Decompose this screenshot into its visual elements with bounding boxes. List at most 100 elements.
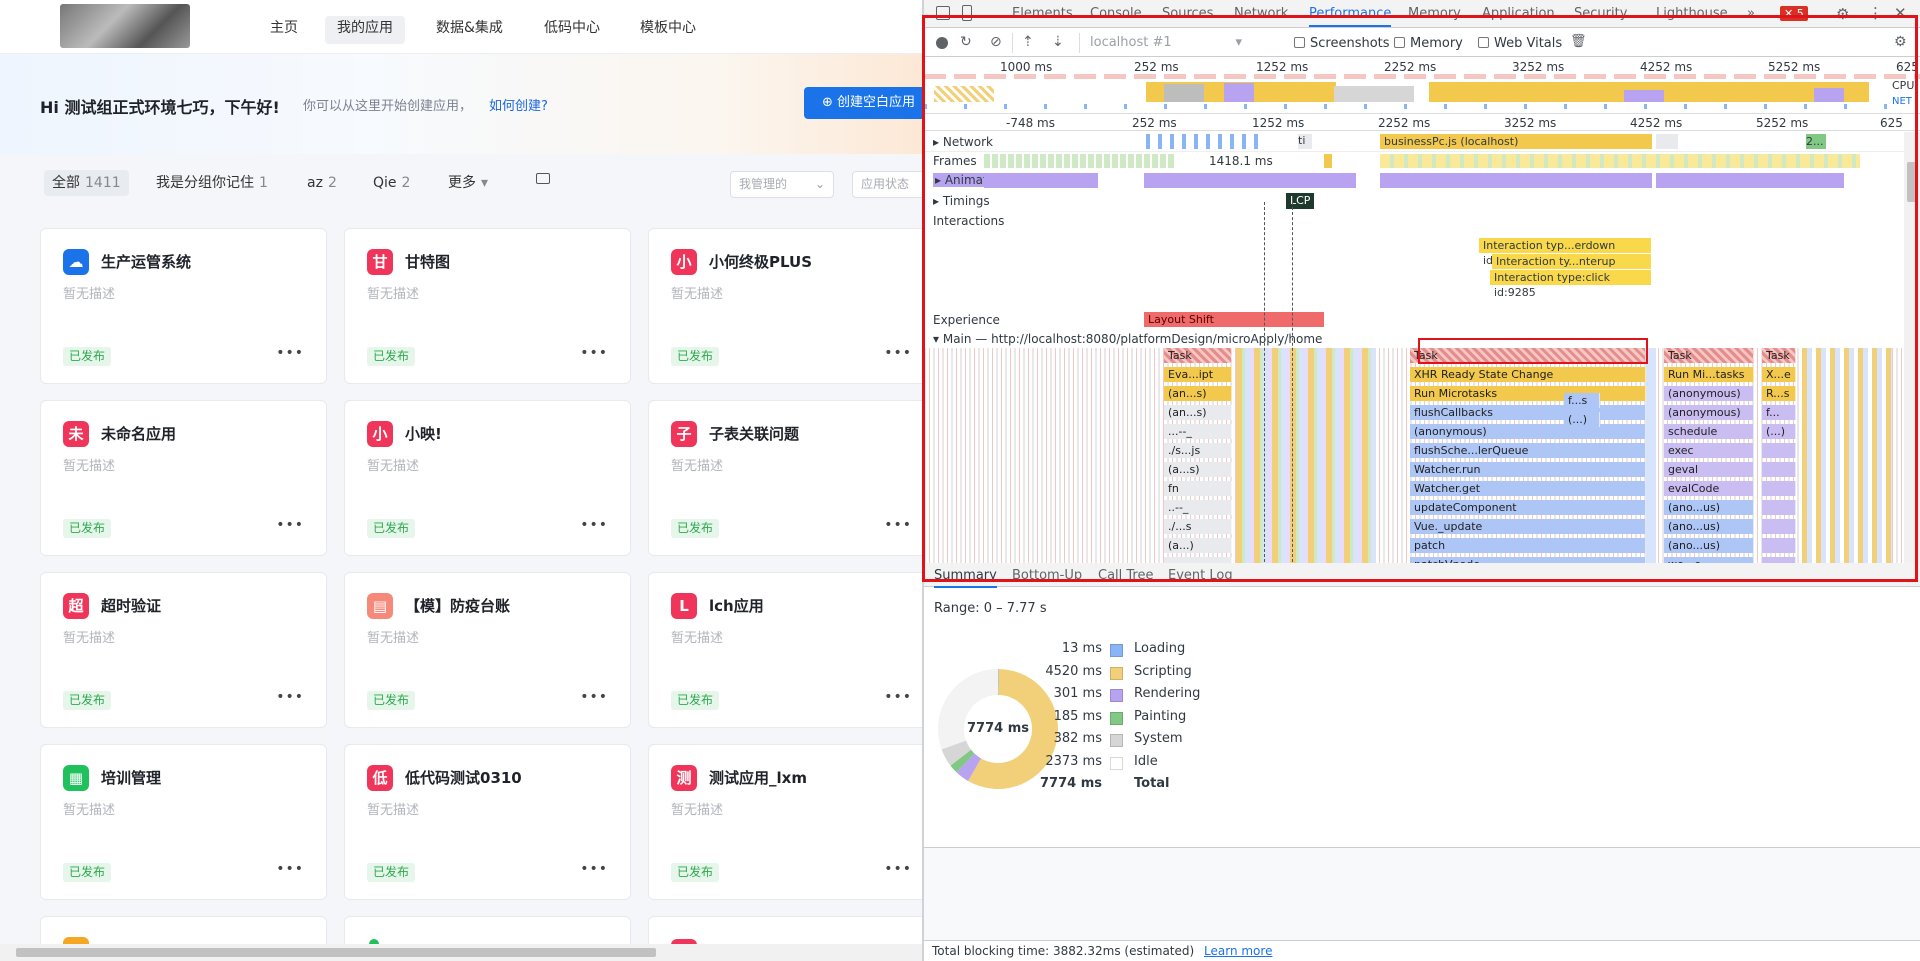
tab-application[interactable]: Application xyxy=(1482,6,1555,21)
network-request-businesspc[interactable]: businessPc.js (localhost) xyxy=(1380,134,1652,149)
manage-select[interactable]: 我管理的 ⌄ xyxy=(730,171,834,198)
flame-entry[interactable]: X...e xyxy=(1762,367,1796,382)
flame-entry[interactable] xyxy=(1762,538,1796,553)
flame-entry[interactable]: schedule xyxy=(1664,424,1754,439)
flame-entry[interactable] xyxy=(1762,500,1796,515)
filter-group[interactable]: 我是分组你记住 1 xyxy=(156,175,268,191)
flame-entry[interactable]: ./...s xyxy=(1164,519,1232,534)
more-actions-icon[interactable]: ••• xyxy=(276,689,304,705)
error-badge[interactable]: ✕ 5 xyxy=(1780,6,1808,21)
flame-entry[interactable]: (ano...us) xyxy=(1664,538,1754,553)
app-card[interactable]: ▤ 【模】防疫台账 暂无描述 已发布 ••• xyxy=(344,572,631,728)
network-track[interactable]: ▸ Network ti businessPc.js (localhost) 2… xyxy=(924,132,1904,152)
interactions-track[interactable]: Interactions Interaction typ...erdown id… xyxy=(924,210,1904,310)
close-icon[interactable]: ✕ xyxy=(1894,4,1907,22)
flame-entry[interactable]: Task xyxy=(1762,348,1796,363)
folder-icon[interactable] xyxy=(536,173,550,184)
tab-elements[interactable]: Elements xyxy=(1012,6,1073,21)
screenshots-checkbox[interactable]: Screenshots xyxy=(1294,36,1390,51)
flame-entry[interactable]: Task xyxy=(1164,348,1232,363)
flame-entry[interactable] xyxy=(1762,462,1796,477)
tab-summary[interactable]: Summary xyxy=(934,568,997,588)
flame-entry[interactable]: (an...s) xyxy=(1164,386,1232,401)
app-card[interactable]: 测测试应用_lxm 暂无描述 已发布 ••• xyxy=(648,744,922,900)
app-card[interactable]: 小小映! 暂无描述 已发布 ••• xyxy=(344,400,631,556)
tab-event-log[interactable]: Event Log xyxy=(1168,568,1233,583)
flame-entry[interactable]: fn xyxy=(1164,481,1232,496)
clear-icon[interactable]: ⊘ xyxy=(990,34,1002,50)
frame-duration[interactable]: 1418.1 ms xyxy=(1209,154,1273,168)
tab-console[interactable]: Console xyxy=(1090,6,1142,21)
flame-entry[interactable]: (...) xyxy=(1564,412,1600,427)
capture-settings-icon[interactable]: ⚙ xyxy=(1894,34,1907,50)
network-label[interactable]: ▸ Network xyxy=(933,135,993,149)
filter-az[interactable]: az 2 xyxy=(307,175,337,191)
timings-track[interactable]: ▸ Timings LCP xyxy=(924,190,1904,210)
app-card[interactable]: 小小何终极PLUS 暂无描述 已发布 ••• xyxy=(648,228,922,384)
network-request[interactable]: ti xyxy=(1298,134,1312,149)
nav-template-center[interactable]: 模板中心 xyxy=(640,20,696,36)
more-actions-icon[interactable]: ••• xyxy=(884,517,912,533)
more-actions-icon[interactable]: ••• xyxy=(276,861,304,877)
flame-entry[interactable]: f...s xyxy=(1564,393,1600,408)
more-tabs-icon[interactable]: » xyxy=(1747,6,1755,21)
flame-entry[interactable]: (...) xyxy=(1762,424,1796,439)
more-actions-icon[interactable]: ••• xyxy=(276,345,304,361)
inspect-icon[interactable] xyxy=(936,6,950,20)
target-select[interactable]: localhost #1 ▾ xyxy=(1090,35,1242,50)
network-request[interactable]: 2... xyxy=(1806,134,1826,149)
flame-entry[interactable]: Watcher.get xyxy=(1410,481,1646,496)
timeline-overview[interactable]: 1000 ms 252 ms 1252 ms 2252 ms 3252 ms 4… xyxy=(924,58,1920,114)
gear-icon[interactable]: ⚙ xyxy=(1836,5,1850,23)
flame-entry[interactable]: we...e xyxy=(1664,557,1754,563)
flame-entry[interactable]: R...s xyxy=(1762,386,1796,401)
flame-entry[interactable]: (an...s) xyxy=(1164,405,1232,420)
flame-entry[interactable]: Run Mi...tasks xyxy=(1664,367,1754,382)
app-card[interactable]: 未未命名应用 暂无描述 已发布 ••• xyxy=(40,400,327,556)
flame-entry[interactable]: (a...s) xyxy=(1164,462,1232,477)
flame-entry[interactable]: (a...) xyxy=(1164,538,1232,553)
more-actions-icon[interactable]: ••• xyxy=(884,345,912,361)
flame-entry[interactable]: Eva...ipt xyxy=(1164,367,1232,382)
flame-entry[interactable]: ./s...js xyxy=(1164,443,1232,458)
more-actions-icon[interactable]: ••• xyxy=(884,689,912,705)
device-toolbar-icon[interactable] xyxy=(962,5,972,21)
flame-entry[interactable]: flushSche...lerQueue xyxy=(1410,443,1646,458)
app-card[interactable]: ☁ 生产运管系统 暂无描述 已发布 ••• xyxy=(40,228,327,384)
flame-entry[interactable]: Watcher.run xyxy=(1410,462,1646,477)
record-icon[interactable] xyxy=(936,37,948,49)
app-card[interactable]: 低低代码测试0310 暂无描述 已发布 ••• xyxy=(344,744,631,900)
flame-entry[interactable]: XHR Ready State Change xyxy=(1410,367,1646,382)
more-actions-icon[interactable]: ••• xyxy=(580,345,608,361)
flame-entry[interactable]: (anonymous) xyxy=(1664,386,1754,401)
flame-entry[interactable]: exec xyxy=(1664,443,1754,458)
nav-my-apps[interactable]: 我的应用 xyxy=(325,16,405,44)
download-icon[interactable]: ⇣ xyxy=(1052,34,1064,50)
flame-entry[interactable] xyxy=(1762,443,1796,458)
experience-track[interactable]: Experience Layout Shift xyxy=(924,310,1904,330)
frames-track[interactable]: Frames 1418.1 ms xyxy=(924,152,1904,170)
flame-entry[interactable] xyxy=(1762,557,1796,563)
memory-checkbox[interactable]: Memory xyxy=(1394,36,1463,51)
more-actions-icon[interactable]: ••• xyxy=(884,861,912,877)
filter-qie[interactable]: Qie 2 xyxy=(373,175,411,191)
flame-entry[interactable]: updateComponent xyxy=(1410,500,1646,515)
tab-lighthouse[interactable]: Lighthouse xyxy=(1656,6,1728,21)
flame-entry[interactable]: Task xyxy=(1410,348,1646,363)
flame-entry[interactable]: geval xyxy=(1664,462,1754,477)
flame-chart[interactable]: Task Eva...ipt (an...s) (an...s) ...--_ ./s..… xyxy=(924,348,1904,563)
interaction-pointerup[interactable]: Interaction ty...nterup id:9285 xyxy=(1492,254,1651,283)
more-actions-icon[interactable]: ••• xyxy=(580,517,608,533)
more-actions-icon[interactable]: ••• xyxy=(580,861,608,877)
how-to-create-link[interactable]: 如何创建? xyxy=(489,99,548,114)
app-card[interactable]: ▦ 培训管理 暂无描述 已发布 ••• xyxy=(40,744,327,900)
web-vitals-checkbox[interactable]: Web Vitals xyxy=(1478,36,1562,51)
create-blank-app-button[interactable]: ⊕ 创建空白应用 xyxy=(804,87,922,119)
flame-entry[interactable]: (anonymous) xyxy=(1664,405,1754,420)
nav-data-integration[interactable]: 数据&集成 xyxy=(436,20,503,36)
flame-entry[interactable]: flushCallbacks xyxy=(1410,405,1646,420)
timings-label[interactable]: ▸ Timings xyxy=(933,194,990,208)
tab-memory[interactable]: Memory xyxy=(1408,6,1461,21)
app-card[interactable]: 子子表关联问题 暂无描述 已发布 ••• xyxy=(648,400,922,556)
nav-lowcode-center[interactable]: 低码中心 xyxy=(544,20,600,36)
